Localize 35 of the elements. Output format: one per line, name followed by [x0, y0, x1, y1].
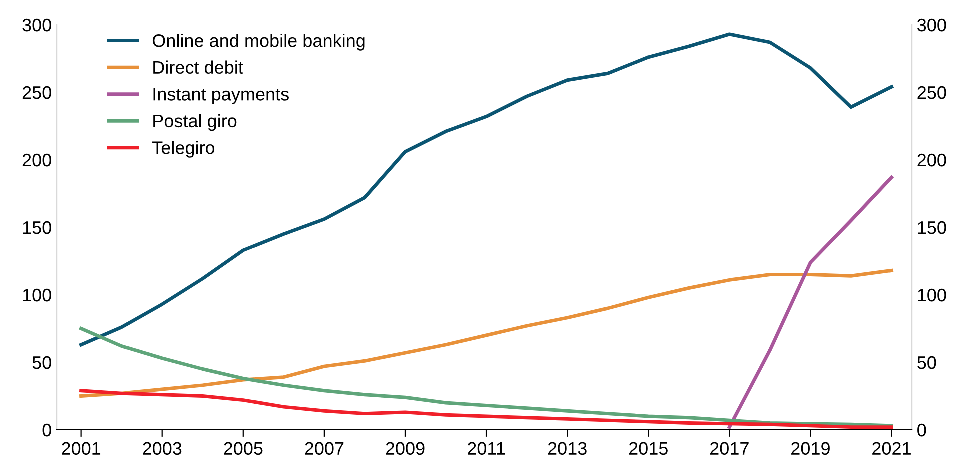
legend-label: Direct debit — [154, 60, 244, 74]
line-series — [80, 327, 894, 428]
x-tick-label: 2021 — [872, 442, 911, 456]
y-tick-label: 150 — [23, 221, 52, 234]
x-tick-label: 2003 — [143, 442, 182, 456]
x-tick-label: 2015 — [629, 442, 668, 456]
x-tick-label: 2013 — [548, 442, 587, 456]
x-tick-label: 2017 — [710, 442, 749, 456]
legend-label: Online and mobile banking — [152, 34, 365, 51]
x-tick-label: 2001 — [62, 442, 101, 456]
y2-tick-label: 150 — [918, 221, 946, 234]
x-tick-label: 2011 — [468, 442, 506, 456]
x-tick-label: 2019 — [792, 442, 830, 456]
y-tick-label: 250 — [22, 86, 52, 100]
x-tick-label: 2007 — [305, 442, 344, 456]
y2-tick-label: 200 — [918, 154, 946, 167]
y2-tick-label: 0 — [918, 424, 926, 437]
line-series — [80, 389, 894, 430]
line-series — [728, 176, 894, 430]
legend-label: Postal giro — [154, 114, 237, 132]
x-tick-label: 2009 — [386, 442, 425, 456]
line-series — [80, 32, 894, 347]
line-series — [80, 268, 894, 398]
y2-tick-label: 300 — [918, 18, 946, 32]
y-tick-label: 200 — [22, 154, 52, 167]
y2-tick-label: 50 — [918, 356, 936, 370]
y-tick-label: 300 — [22, 18, 52, 32]
x-tick-label: 2005 — [224, 442, 263, 456]
y2-tick-label: 100 — [918, 288, 946, 302]
y-tick-label: 0 — [42, 424, 52, 437]
y-tick-label: 100 — [23, 288, 52, 302]
legend-label: Telegiro — [152, 141, 215, 158]
y2-tick-label: 250 — [918, 86, 946, 100]
legend-label: Instant payments — [154, 88, 289, 104]
y-tick-label: 50 — [32, 356, 52, 370]
